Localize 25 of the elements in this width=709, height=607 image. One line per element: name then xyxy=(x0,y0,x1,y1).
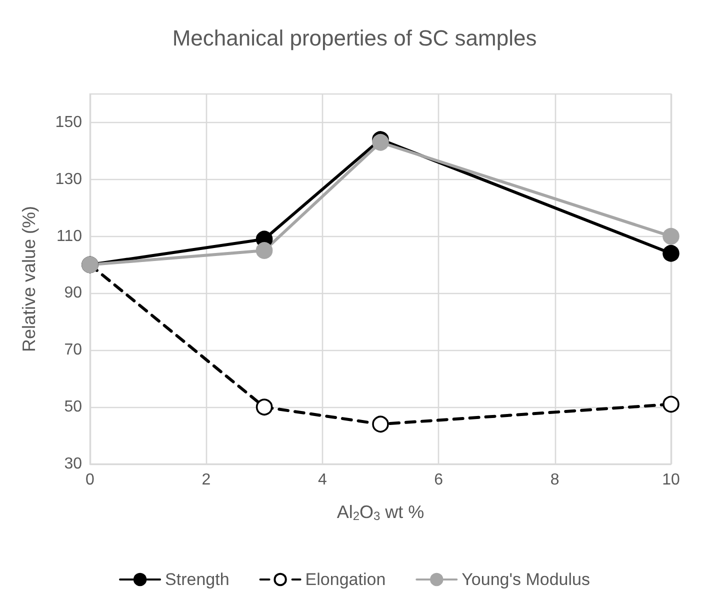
point xyxy=(256,398,273,416)
point xyxy=(662,228,680,245)
x-tick-label: 4 xyxy=(318,472,327,488)
y-tick-label: 130 xyxy=(55,170,82,188)
y-tick-label: 150 xyxy=(55,114,82,131)
x-tick-label: 6 xyxy=(434,472,444,488)
point xyxy=(662,396,680,413)
legend-label: Strength xyxy=(165,570,230,589)
y-tick-label: 90 xyxy=(64,284,82,302)
y-tick-label: 30 xyxy=(64,456,82,472)
x-tick-label: 2 xyxy=(202,472,211,488)
point xyxy=(372,134,389,151)
point xyxy=(256,242,273,259)
legend-label: Elongation xyxy=(305,570,386,589)
y-tick-label: 50 xyxy=(64,398,82,416)
x-tick-label: 10 xyxy=(662,472,680,488)
y-tick-label: 110 xyxy=(56,228,82,245)
legend-label: Young's Modulus xyxy=(462,570,590,589)
point xyxy=(372,416,389,433)
y-tick-label: 70 xyxy=(64,342,82,359)
y-axis-title: Relative value (%) xyxy=(19,206,39,352)
chart-title: Mechanical properties of SC samples xyxy=(172,26,537,50)
x-tick-label: 0 xyxy=(86,472,95,488)
point xyxy=(662,244,680,262)
x-tick-label: 8 xyxy=(550,472,560,488)
